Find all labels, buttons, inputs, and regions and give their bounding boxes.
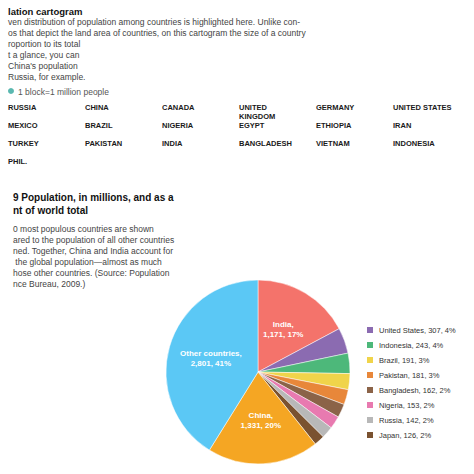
- svg-text:Other countries,: Other countries,: [180, 349, 242, 358]
- svg-text:os that depict the land area o: os that depict the land area of countrie…: [8, 28, 306, 38]
- svg-text:nce Bureau, 2009.): nce Bureau, 2009.): [13, 279, 85, 289]
- svg-text:ned. Together, China and India: ned. Together, China and India account f…: [13, 246, 173, 256]
- svg-text:0 most populous countries are: 0 most populous countries are shown: [13, 224, 154, 234]
- svg-text:GERMANY: GERMANY: [316, 103, 354, 112]
- svg-text:nt of world total: nt of world total: [13, 205, 88, 216]
- svg-text:EGYPT: EGYPT: [239, 121, 265, 130]
- svg-text:China's population: China's population: [8, 61, 78, 71]
- svg-text:VIETNAM: VIETNAM: [316, 139, 350, 148]
- svg-text:Nigeria, 153, 2%: Nigeria, 153, 2%: [379, 401, 435, 410]
- svg-text:9 Population, in millions, and: 9 Population, in millions, and as a: [13, 192, 174, 203]
- svg-text:INDONESIA: INDONESIA: [393, 139, 435, 148]
- svg-text:United States, 307, 4%: United States, 307, 4%: [379, 326, 456, 335]
- svg-text:the global population—almost a: the global population—almost as much: [13, 257, 162, 267]
- svg-text:ETHIOPIA: ETHIOPIA: [316, 121, 352, 130]
- svg-text:roportion to its total: roportion to its total: [8, 39, 80, 49]
- svg-text:IRAN: IRAN: [393, 121, 411, 130]
- svg-text:BANGLADESH: BANGLADESH: [239, 139, 292, 148]
- svg-text:UNITED: UNITED: [239, 103, 268, 112]
- svg-text:Russia, 142, 2%: Russia, 142, 2%: [379, 416, 434, 425]
- svg-text:NIGERIA: NIGERIA: [162, 121, 194, 130]
- svg-text:ven distribution of population: ven distribution of population among cou…: [8, 17, 300, 27]
- svg-text:1,171, 17%: 1,171, 17%: [263, 330, 303, 339]
- svg-text:PAKISTAN: PAKISTAN: [85, 139, 122, 148]
- svg-text:2,801, 41%: 2,801, 41%: [191, 359, 231, 368]
- svg-text:KINGDOM: KINGDOM: [239, 112, 275, 121]
- svg-text:1 block=1 million people: 1 block=1 million people: [18, 87, 109, 97]
- svg-text:Bangladesh, 162, 2%: Bangladesh, 162, 2%: [379, 386, 451, 395]
- svg-text:hose other countries. (Source:: hose other countries. (Source: Populatio…: [13, 268, 170, 278]
- svg-text:BRAZIL: BRAZIL: [85, 121, 113, 130]
- svg-text:Russia, for example.: Russia, for example.: [8, 72, 85, 82]
- svg-text:t a glance, you can: t a glance, you can: [8, 50, 80, 60]
- svg-text:UNITED STATES: UNITED STATES: [393, 103, 451, 112]
- svg-text:TURKEY: TURKEY: [8, 139, 39, 148]
- svg-text:Japan, 126, 2%: Japan, 126, 2%: [379, 431, 431, 440]
- svg-text:MEXICO: MEXICO: [8, 121, 38, 130]
- svg-text:Pakistan, 181, 3%: Pakistan, 181, 3%: [379, 371, 440, 380]
- svg-text:1,331, 20%: 1,331, 20%: [241, 421, 281, 430]
- svg-text:Brazil, 191, 3%: Brazil, 191, 3%: [379, 356, 430, 365]
- svg-text:CANADA: CANADA: [162, 103, 195, 112]
- svg-text:CHINA: CHINA: [85, 103, 109, 112]
- svg-text:ared to the population of all: ared to the population of all other coun…: [13, 235, 174, 245]
- svg-text:RUSSIA: RUSSIA: [8, 103, 37, 112]
- svg-text:PHIL.: PHIL.: [8, 157, 27, 166]
- svg-text:Indonesia, 243, 4%: Indonesia, 243, 4%: [379, 341, 444, 350]
- svg-text:lation cartogram: lation cartogram: [8, 6, 82, 17]
- svg-text:China,: China,: [249, 411, 273, 420]
- svg-text:India,: India,: [273, 320, 294, 329]
- svg-text:INDIA: INDIA: [162, 139, 183, 148]
